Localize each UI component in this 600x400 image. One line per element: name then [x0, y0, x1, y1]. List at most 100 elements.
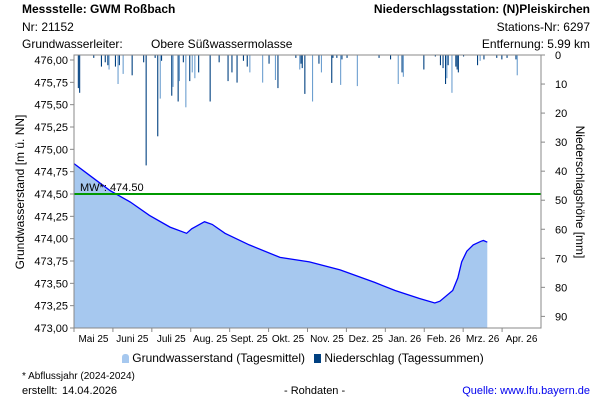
precipitation-bar: [194, 55, 196, 79]
precipitation-bar: [496, 55, 498, 58]
precipitation-bar: [401, 55, 403, 73]
y-axis-title: Grundwasserstand [m ü. NN]: [13, 115, 27, 270]
precipitation-bar: [312, 55, 314, 102]
precipitation-bar: [268, 55, 270, 64]
created-label: erstellt:: [22, 385, 58, 397]
precipitation-bar: [117, 55, 119, 84]
aquifer-label: Grundwasserleiter:: [22, 37, 123, 51]
precipitation-bar: [320, 55, 322, 73]
precipitation-bar: [189, 55, 191, 82]
precipitation-bar: [378, 55, 380, 58]
x-tick-label: Aug. 25: [193, 334, 228, 345]
y2-tick-label: 50: [555, 195, 567, 207]
precipitation-bar: [172, 55, 174, 87]
y-tick-label: 473,00: [34, 323, 68, 335]
x-tick-label: Juli 25: [157, 334, 186, 345]
precipitation-bar: [246, 55, 248, 67]
x-tick-label: Dez. 25: [349, 334, 384, 345]
precipitation-bar: [159, 55, 161, 99]
precipitation-bar: [332, 55, 334, 58]
precipitation-bar: [114, 55, 116, 67]
precipitation-bar: [191, 55, 193, 73]
y-tick-label: 473,75: [34, 256, 68, 268]
precip-distance: Entfernung: 5.99 km: [481, 37, 590, 51]
y-tick-label: 474,50: [34, 189, 68, 201]
x-tick-label: Mai 25: [78, 334, 108, 345]
precipitation-bar: [340, 55, 342, 85]
precipitation-bar: [262, 55, 264, 83]
precipitation-bar: [434, 55, 436, 57]
precipitation-bar: [108, 55, 110, 70]
precipitation-bar: [198, 55, 200, 73]
station-name: Messstelle: GWM Roßbach: [22, 2, 176, 16]
y2-tick-label: 20: [555, 108, 567, 120]
mean-label: MW*: 474.50: [80, 182, 144, 194]
y-tick-label: 474,00: [34, 234, 68, 246]
y-tick-label: 475,50: [34, 100, 68, 112]
precipitation-bar: [295, 55, 297, 58]
precipitation-bar: [515, 55, 517, 60]
x-tick-label: Sept. 25: [230, 334, 268, 345]
y-tick-label: 473,25: [34, 301, 68, 313]
legend: Grundwasserstand (Tagesmittel) Niedersch…: [0, 351, 600, 365]
y-tick-label: 473,50: [34, 278, 68, 290]
precip-station-number: Stations-Nr: 6297: [496, 20, 590, 34]
precipitation-bar: [131, 55, 133, 76]
y2-tick-label: 10: [555, 79, 567, 91]
created-date: 14.04.2026: [62, 385, 118, 397]
precipitation-bar: [145, 55, 147, 166]
precipitation-bar: [439, 55, 441, 66]
y2-tick-label: 80: [555, 282, 567, 294]
precipitation-bar: [93, 55, 95, 58]
precipitation-bar: [445, 55, 447, 84]
precipitation-bar: [236, 55, 238, 83]
y2-tick-label: 90: [555, 311, 567, 323]
precipitation-bar: [451, 55, 453, 93]
groundwater-area: [74, 163, 488, 328]
x-tick-label: Nov. 25: [310, 334, 344, 345]
y-tick-label: 474,75: [34, 167, 68, 179]
y-tick-label: 475,00: [34, 144, 68, 156]
precipitation-bar: [104, 55, 106, 63]
groundwater-line: [73, 163, 488, 304]
y-tick-label: 475,75: [34, 77, 68, 89]
precipitation-bar: [456, 55, 458, 70]
precipitation-bar: [77, 55, 79, 89]
precipitation-bar: [477, 55, 479, 66]
precipitation-bar: [506, 55, 508, 58]
y2-tick-label: 0: [555, 50, 561, 62]
y2-tick-label: 30: [555, 137, 567, 149]
precipitation-bar: [161, 55, 163, 61]
precipitation-bar: [182, 55, 184, 63]
precipitation-bar: [122, 55, 124, 74]
precipitation-bar: [447, 55, 449, 66]
precipitation-bar: [209, 55, 211, 102]
y-tick-label: 474,25: [34, 211, 68, 223]
precipitation-bar: [299, 55, 301, 70]
precipitation-bar: [483, 55, 485, 60]
x-tick-label: Jan. 26: [388, 334, 421, 345]
x-tick-label: Juni 25: [116, 334, 149, 345]
source-link[interactable]: Quelle: www.lfu.bayern.de: [462, 385, 590, 397]
precipitation-bar: [446, 55, 448, 79]
y2-axis-title: Niederschlagshöhe [mm]: [573, 126, 587, 259]
data-type: - Rohdaten -: [284, 385, 346, 397]
precipitation-bar: [402, 55, 404, 77]
precipitation-bar: [301, 55, 303, 69]
y2-tick-label: 40: [555, 166, 567, 178]
precipitation-bar: [118, 55, 120, 66]
precipitation-bar: [390, 55, 392, 60]
precipitation-bar: [501, 55, 503, 60]
precipitation-bar: [423, 55, 425, 70]
precipitation-bar: [516, 55, 518, 76]
precipitation-bar: [341, 55, 343, 60]
precipitation-bar: [318, 55, 320, 64]
precipitation-bar: [177, 55, 179, 102]
precipitation-bar: [442, 55, 444, 69]
precipitation-bar: [157, 55, 159, 137]
precipitation-bar: [178, 55, 180, 82]
aquifer-value: Obere Süßwassermolasse: [151, 37, 293, 51]
legend-precipitation: Niederschlag (Tagessummen): [324, 351, 484, 365]
legend-swatch-groundwater: [122, 354, 130, 363]
footnote: * Abflussjahr (2024-2024): [22, 371, 135, 382]
